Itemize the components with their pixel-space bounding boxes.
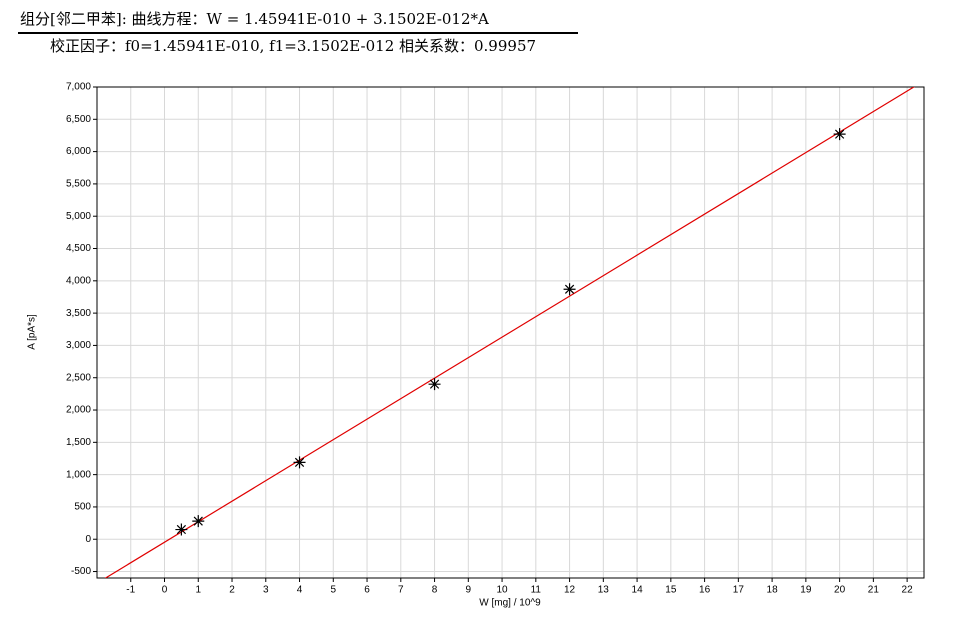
x-tick-label: 6 (364, 585, 370, 596)
chart-title: 组分[邻二甲苯]: 曲线方程：W = 1.45941E-010 + 3.1502… (20, 10, 489, 28)
y-tick-label: 3,500 (66, 308, 91, 319)
x-tick-label: 8 (432, 585, 438, 596)
plot-border (96, 86, 925, 579)
x-tick-label: -1 (126, 585, 135, 596)
x-tick-label: 3 (263, 585, 269, 596)
data-point (563, 283, 576, 296)
x-tick-label: 0 (162, 585, 168, 596)
x-tick-label: 18 (767, 585, 779, 596)
y-tick-label: 5,500 (66, 179, 91, 190)
x-tick-label: 5 (331, 585, 337, 596)
x-tick-label: 22 (902, 585, 914, 596)
y-tick-label: 2,500 (66, 372, 91, 383)
x-tick-label: 10 (496, 585, 508, 596)
fit-line (104, 87, 915, 578)
y-tick-label: 1,500 (66, 437, 91, 448)
x-tick-label: 11 (531, 585, 542, 596)
y-tick-label: 2,000 (66, 405, 91, 416)
data-point (428, 378, 441, 391)
data-point (293, 456, 306, 469)
data-point (175, 523, 188, 536)
plot-area (104, 87, 915, 578)
x-tick-label: 12 (564, 585, 576, 596)
y-tick-label: 3,000 (66, 340, 91, 351)
x-tick-label: 2 (229, 585, 235, 596)
x-tick-label: 16 (699, 585, 711, 596)
y-tick-label: 500 (74, 502, 91, 513)
x-tick-label: 21 (868, 585, 880, 596)
x-tick-label: 15 (665, 585, 677, 596)
y-tick-label: 0 (85, 534, 91, 545)
x-tick-label: 13 (598, 585, 610, 596)
x-tick-label: 7 (398, 585, 404, 596)
chart-subtitle: 校正因子：f0=1.45941E-010, f1=3.1502E-012 相关系… (50, 37, 536, 55)
y-tick-label: 6,000 (66, 146, 91, 157)
x-tick-label: 14 (632, 585, 644, 596)
y-tick-label: -500 (71, 566, 91, 577)
x-tick-label: 19 (800, 585, 812, 596)
y-tick-label: 7,000 (66, 82, 91, 93)
y-tick-label: 6,500 (66, 114, 91, 125)
x-tick-label: 20 (834, 585, 846, 596)
x-tick-label: 9 (466, 585, 472, 596)
x-axis-label: W [mg] / 10^9 (479, 598, 541, 609)
y-tick-label: 5,000 (66, 211, 91, 222)
y-tick-label: 4,000 (66, 275, 91, 286)
y-tick-label: 1,000 (66, 469, 91, 480)
y-tick-label: 4,500 (66, 243, 91, 254)
data-point (192, 515, 205, 528)
y-axis-label: A [pA*s] (27, 314, 38, 350)
x-tick-label: 17 (733, 585, 745, 596)
x-tick-label: 4 (297, 585, 303, 596)
x-tick-label: 1 (195, 585, 201, 596)
data-point (833, 128, 846, 141)
